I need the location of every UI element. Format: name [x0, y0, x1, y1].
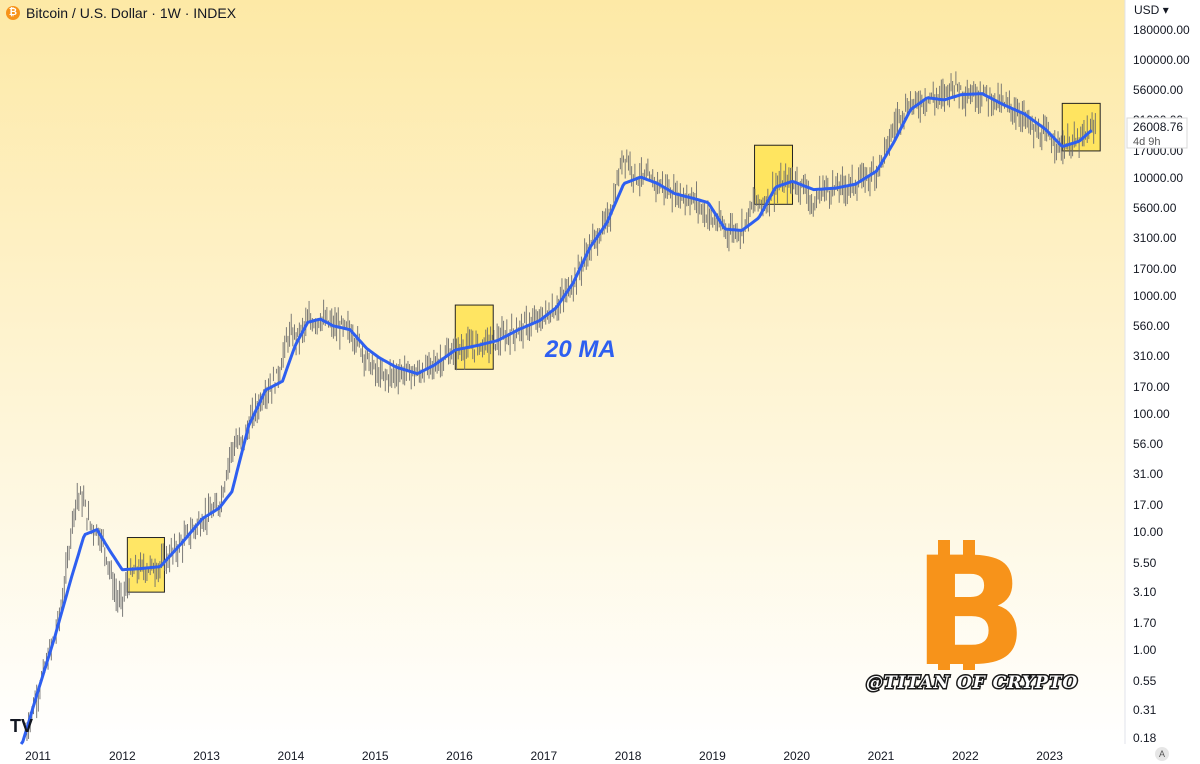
y-tick-label: 31.00 — [1133, 467, 1163, 481]
y-tick-label: 3100.00 — [1133, 231, 1177, 245]
tradingview-logo[interactable]: TV — [10, 716, 34, 736]
currency-unit-label: USD — [1134, 3, 1160, 17]
highlight-box — [754, 144, 793, 205]
x-tick-label: 2014 — [278, 749, 305, 763]
y-tick-label: 10000.00 — [1133, 171, 1183, 185]
x-tick-label: 2017 — [530, 749, 557, 763]
x-tick-label: 2019 — [699, 749, 726, 763]
x-tick-label: 2022 — [952, 749, 979, 763]
x-tick-label: 2023 — [1036, 749, 1063, 763]
watermark-handle: @TITAN OF CRYPTO — [866, 673, 1078, 693]
highlight-box — [126, 537, 165, 593]
y-tick-label: 0.31 — [1133, 703, 1157, 717]
bar-countdown-label: 4d 9h — [1133, 136, 1161, 148]
y-tick-label: 180000.00 — [1133, 23, 1190, 37]
x-tick-label: 2016 — [446, 749, 473, 763]
x-tick-label: 2018 — [615, 749, 642, 763]
chevron-down-icon: ▾ — [1162, 3, 1169, 17]
y-tick-label: 17.00 — [1133, 498, 1163, 512]
auto-scale-button[interactable]: A — [1155, 747, 1169, 761]
y-tick-label: 1.00 — [1133, 643, 1157, 657]
y-tick-label: 310.00 — [1133, 349, 1170, 363]
ma-20-line — [19, 92, 1093, 745]
x-tick-label: 2021 — [868, 749, 895, 763]
y-tick-label: 3.10 — [1133, 585, 1157, 599]
y-tick-label: 560.00 — [1133, 319, 1170, 333]
y-tick-label: 0.18 — [1133, 731, 1157, 745]
y-tick-label: 10.00 — [1133, 525, 1163, 539]
y-tick-label: 100000.00 — [1133, 53, 1190, 67]
y-tick-label: 1.70 — [1133, 616, 1157, 630]
x-tick-label: 2012 — [109, 749, 136, 763]
y-tick-label: 170.00 — [1133, 380, 1170, 394]
y-tick-label: 5.50 — [1133, 556, 1157, 570]
currency-unit-dropdown[interactable]: USD ▾ — [1134, 3, 1169, 17]
last-price-marker — [1126, 117, 1188, 149]
bitcoin-coin-icon: ₿ — [6, 6, 20, 20]
symbol-header[interactable]: ₿ Bitcoin / U.S. Dollar · 1W · INDEX — [6, 3, 236, 23]
bitcoin-logo-stroke-bottom-right — [963, 650, 975, 670]
bitcoin-logo-stroke-bottom-left — [938, 650, 950, 670]
x-tick-label: 2015 — [362, 749, 389, 763]
y-tick-label: 100.00 — [1133, 407, 1170, 421]
y-tick-label: 0.55 — [1133, 674, 1157, 688]
y-tick-label: 1000.00 — [1133, 289, 1177, 303]
y-tick-label: 56.00 — [1133, 437, 1163, 451]
ma-annotation: 20 MA — [544, 336, 616, 363]
x-tick-label: 2011 — [25, 749, 51, 763]
bitcoin-logo-stroke-top-left — [938, 540, 950, 560]
y-tick-label: 1700.00 — [1133, 262, 1177, 276]
y-tick-label: 56000.00 — [1133, 83, 1183, 97]
chart-background — [0, 0, 1125, 744]
x-tick-label: 2020 — [783, 749, 810, 763]
x-tick-label: 2013 — [193, 749, 220, 763]
last-price-label: 26008.76 — [1133, 120, 1183, 134]
bitcoin-logo-stroke-top-right — [963, 540, 975, 560]
y-tick-label: 5600.00 — [1133, 201, 1177, 215]
symbol-title: Bitcoin / U.S. Dollar · 1W · INDEX — [26, 5, 237, 21]
